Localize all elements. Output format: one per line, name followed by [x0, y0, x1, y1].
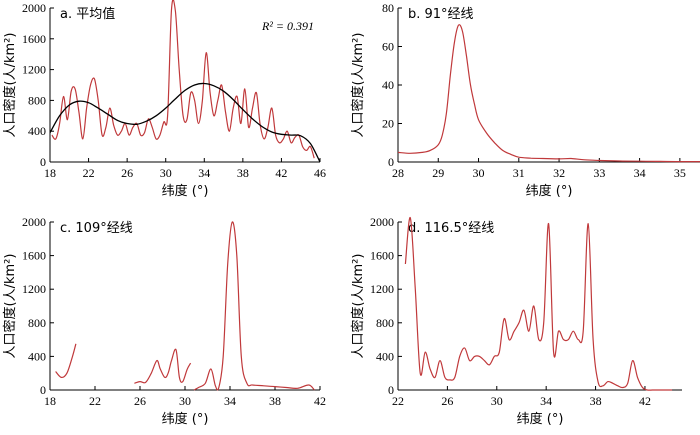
y-tick-label: 800: [376, 316, 394, 330]
x-tick-label: 22: [392, 394, 404, 408]
x-tick-label: 34: [634, 166, 646, 180]
panel-title: c. 109°经线: [60, 221, 133, 236]
r-squared-annotation: R² = 0.391: [261, 19, 314, 33]
x-tick-label: 22: [83, 166, 95, 180]
y-tick-label: 400: [28, 349, 46, 363]
x-tick-label: 42: [314, 394, 326, 408]
trend-line: [49, 82, 321, 163]
panel-title: a. 平均值: [60, 6, 115, 22]
x-tick-label: 38: [269, 394, 281, 408]
x-tick-label: 33: [593, 166, 605, 180]
x-tick-label: 42: [275, 166, 287, 180]
x-tick-label: 30: [491, 394, 503, 408]
y-tick-label: 60: [382, 40, 394, 54]
panel-title: d. 116.5°经线: [408, 221, 494, 236]
x-tick-label: 29: [432, 166, 444, 180]
x-axis-title: 纬度 (°): [162, 411, 209, 427]
y-axis-title: 人口密度(人/km²): [2, 33, 18, 138]
x-tick-label: 26: [134, 394, 146, 408]
y-tick-label: 1600: [22, 249, 46, 263]
y-tick-label: 2000: [22, 1, 46, 15]
y-tick-label: 1600: [22, 32, 46, 46]
x-tick-label: 46: [314, 166, 326, 180]
x-tick-label: 42: [639, 394, 651, 408]
y-tick-label: 400: [28, 124, 46, 138]
y-tick-label: 0: [388, 155, 394, 169]
y-tick-label: 1600: [370, 249, 394, 263]
x-tick-label: 32: [553, 166, 565, 180]
x-tick-label: 34: [198, 166, 210, 180]
series-line: [397, 24, 700, 163]
x-tick-label: 34: [540, 394, 552, 408]
y-axis-title: 人口密度(人/km²): [2, 254, 18, 359]
chart-panel-4: 0 400 800 1200 1600 2000 22 26 30 34 38 42 纬度 (°) 人口密…: [350, 215, 682, 427]
series-line: [51, 0, 315, 159]
y-axis-title: 人口密度(人/km²): [350, 33, 366, 138]
series-line: [55, 343, 77, 379]
y-tick-label: 40: [382, 78, 394, 92]
y-tick-label: 20: [382, 117, 394, 131]
x-axis-title: 纬度 (°): [526, 183, 573, 199]
x-tick-label: 30: [179, 394, 191, 408]
x-tick-label: 31: [513, 166, 525, 180]
chart-panel-3: 0 400 800 1200 1600 2000 18 22 26 30 34 38 42 纬度 (°) 人…: [2, 215, 326, 427]
x-tick-label: 18: [44, 394, 56, 408]
series-line: [134, 348, 192, 384]
y-tick-label: 800: [28, 93, 46, 107]
x-tick-label: 22: [89, 394, 101, 408]
y-tick-label: 0: [388, 383, 394, 397]
x-tick-label: 30: [160, 166, 172, 180]
y-axis-title: 人口密度(人/km²): [350, 254, 366, 359]
y-tick-label: 1200: [22, 63, 46, 77]
series-line: [404, 217, 673, 391]
x-tick-label: 28: [392, 166, 404, 180]
y-tick-label: 1200: [370, 282, 394, 296]
x-tick-label: 35: [674, 166, 686, 180]
y-tick-label: 800: [28, 316, 46, 330]
x-tick-label: 30: [473, 166, 485, 180]
x-tick-label: 38: [237, 166, 249, 180]
chart-panel-2: 0 20 40 60 80 28 29 30 31 32 33 34 35 纬度 (°) 人口密度(人/km…: [350, 1, 700, 199]
x-tick-label: 38: [590, 394, 602, 408]
x-tick-label: 26: [441, 394, 453, 408]
chart-panel-1: 0 400 800 1200 1600 2000 18 22 26 30 34 38 42 46 纬度 (°…: [2, 0, 326, 199]
x-tick-label: 26: [121, 166, 133, 180]
x-tick-label: 34: [224, 394, 236, 408]
y-tick-label: 400: [376, 349, 394, 363]
y-tick-label: 80: [382, 1, 394, 15]
panel-title: b. 91°经线: [408, 7, 474, 22]
y-tick-label: 2000: [22, 215, 46, 229]
y-tick-label: 0: [40, 383, 46, 397]
y-tick-label: 1200: [22, 282, 46, 296]
x-axis-title: 纬度 (°): [162, 183, 209, 199]
x-tick-label: 18: [44, 166, 56, 180]
x-axis-title: 纬度 (°): [517, 411, 564, 427]
y-tick-label: 2000: [370, 215, 394, 229]
series-line: [193, 221, 315, 391]
y-tick-label: 0: [40, 155, 46, 169]
